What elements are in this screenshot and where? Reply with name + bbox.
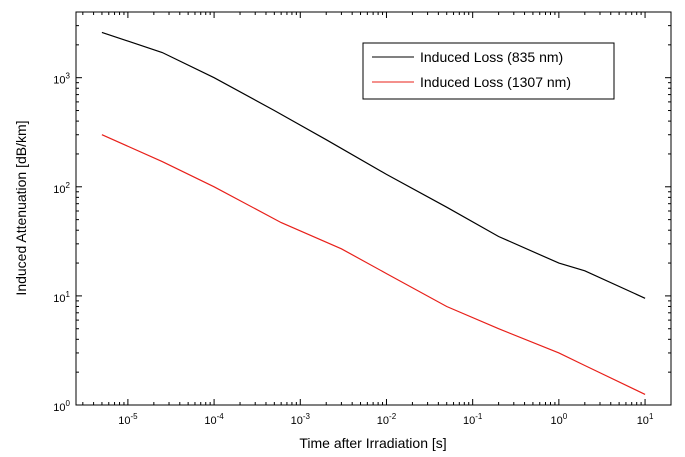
y-tick-label: 101 (53, 290, 70, 305)
x-tick-label: 10-1 (463, 412, 483, 427)
y-tick-label: 103 (53, 72, 70, 87)
x-tick-label: 10-4 (204, 412, 224, 427)
series-line-835nm (101, 31, 646, 299)
series-line-1307nm (101, 134, 646, 395)
legend-box (362, 42, 615, 100)
x-tick-label: 100 (551, 412, 568, 427)
x-tick-label: 101 (637, 412, 654, 427)
y-tick-label: 102 (53, 181, 70, 196)
y-axis-title: Induced Attenuation [dB/km] (13, 120, 29, 295)
tick-labels: 10-5 10-4 10-3 10-2 10-1 100 101 100 101 102 103 (53, 72, 654, 427)
x-axis-title: Time after Irradiation [s] (299, 435, 446, 451)
legend-label-835nm: Induced Loss (835 nm) (420, 49, 563, 65)
legend: Induced Loss (835 nm) Induced Loss (1307… (362, 42, 615, 100)
x-tick-label: 10-5 (118, 412, 138, 427)
x-tick-label: 10-3 (291, 412, 311, 427)
x-tick-label: 10-2 (377, 412, 397, 427)
y-tick-label: 100 (53, 399, 70, 414)
ticks (76, 11, 672, 406)
series-lines (101, 31, 646, 395)
legend-label-1307nm: Induced Loss (1307 nm) (420, 74, 571, 90)
